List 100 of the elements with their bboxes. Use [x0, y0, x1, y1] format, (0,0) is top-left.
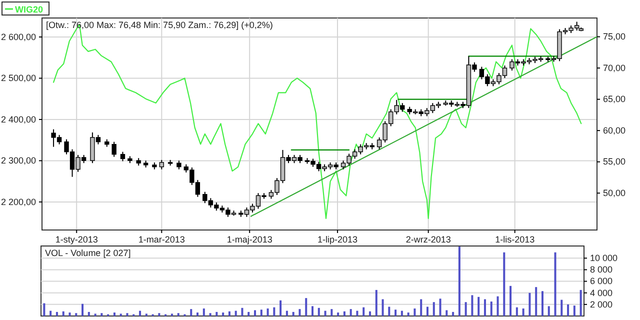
- bar: [100, 313, 103, 316]
- legend-label: WIG20: [15, 4, 44, 14]
- annotation: [Otw.: 76,00 Max: 76,48 Min: 75,90 Zam.: 76,29] (+0,2%): [46, 20, 273, 30]
- bar: [228, 311, 230, 316]
- x-tick-label: 2-wrz-2013: [406, 234, 451, 244]
- y-tick-label: 4 000: [590, 288, 613, 298]
- bar: [248, 312, 250, 316]
- bar: [273, 307, 276, 316]
- bar: [407, 312, 410, 316]
- bar: [280, 300, 282, 316]
- bar: [400, 310, 403, 316]
- bar: [68, 312, 71, 316]
- bar: [62, 311, 64, 316]
- bar: [318, 308, 320, 316]
- bar: [254, 310, 256, 316]
- bar: [312, 306, 314, 316]
- bar: [286, 310, 288, 316]
- bar: [452, 312, 454, 316]
- bar: [266, 308, 269, 316]
- bar: [548, 306, 550, 316]
- bar: [541, 291, 544, 316]
- bar: [478, 296, 480, 316]
- bar: [439, 298, 442, 316]
- x-tick-label: 1-maj-2013: [226, 234, 272, 244]
- bar: [222, 312, 224, 316]
- chart-title: VOL - Volume [2 027]: [45, 248, 131, 258]
- bar: [471, 295, 474, 316]
- bar: [432, 302, 435, 316]
- y-tick-label: 2 200,00: [0, 196, 36, 207]
- bar: [209, 313, 212, 316]
- bar: [560, 300, 563, 316]
- y2-tick-label: 75,00: [603, 32, 626, 42]
- candlestick: [112, 141, 116, 158]
- bar: [139, 310, 142, 316]
- candlestick: [159, 159, 164, 170]
- y2-tick-label: 50,00: [603, 188, 626, 198]
- bar: [75, 313, 78, 316]
- bar: [388, 306, 390, 316]
- bar: [324, 310, 326, 316]
- y-tick-label: 8 000: [590, 264, 613, 275]
- bar: [382, 299, 384, 316]
- bar: [522, 308, 524, 316]
- bar: [535, 287, 538, 316]
- bar: [567, 304, 570, 316]
- bar: [50, 310, 52, 316]
- x-tick-label: 1-mar-2013: [138, 234, 185, 244]
- bar: [503, 252, 506, 316]
- x-tick-label: 1-lis-2013: [495, 234, 535, 244]
- y2-tick-label: 70,00: [603, 62, 626, 73]
- bar: [337, 312, 340, 316]
- y-tick-label: 6 000: [590, 276, 613, 286]
- y2-tick-label: 55,00: [603, 156, 626, 167]
- bar: [298, 309, 301, 316]
- bar: [43, 303, 46, 316]
- bar: [414, 308, 416, 316]
- bar: [158, 313, 160, 316]
- y2-tick-label: 60,00: [603, 125, 626, 136]
- bar: [88, 312, 90, 316]
- bar: [241, 308, 244, 316]
- bar: [356, 310, 358, 316]
- bar: [426, 306, 428, 316]
- bar: [458, 246, 460, 316]
- bar: [260, 310, 262, 316]
- bar: [305, 298, 308, 316]
- y-tick-label: 10 000: [590, 253, 618, 264]
- y-tick-label: 2 300,00: [0, 156, 36, 166]
- bar: [56, 312, 58, 316]
- bar: [202, 308, 205, 316]
- bar: [516, 307, 518, 316]
- y-tick-label: 2 000: [590, 299, 613, 310]
- candlestick: [120, 151, 126, 162]
- bar: [330, 309, 333, 316]
- bar: [496, 296, 499, 316]
- bar: [554, 252, 556, 316]
- bar: [234, 310, 237, 316]
- bar: [375, 290, 378, 316]
- y-tick-label: 2 600,00: [0, 32, 36, 42]
- x-tick-label: 1-lip-2013: [318, 234, 358, 244]
- bar: [177, 313, 180, 316]
- bar: [528, 292, 531, 316]
- bar: [113, 312, 116, 316]
- bar: [446, 310, 448, 316]
- bar: [216, 312, 218, 316]
- bar: [350, 309, 352, 316]
- bar: [420, 299, 422, 316]
- bar: [490, 302, 492, 316]
- x-tick-label: 1-sty-2013: [55, 234, 98, 244]
- bar: [510, 286, 512, 316]
- bar: [464, 302, 467, 316]
- y-tick-label: 2 500,00: [0, 73, 36, 84]
- bar: [82, 304, 84, 316]
- bar: [580, 290, 582, 316]
- bar: [362, 307, 365, 316]
- bar: [368, 311, 371, 316]
- bar: [196, 312, 199, 316]
- bar: [484, 299, 486, 316]
- bar: [394, 310, 397, 316]
- bar: [343, 311, 346, 316]
- bar: [292, 312, 294, 316]
- y-tick-label: 2 400,00: [0, 114, 36, 124]
